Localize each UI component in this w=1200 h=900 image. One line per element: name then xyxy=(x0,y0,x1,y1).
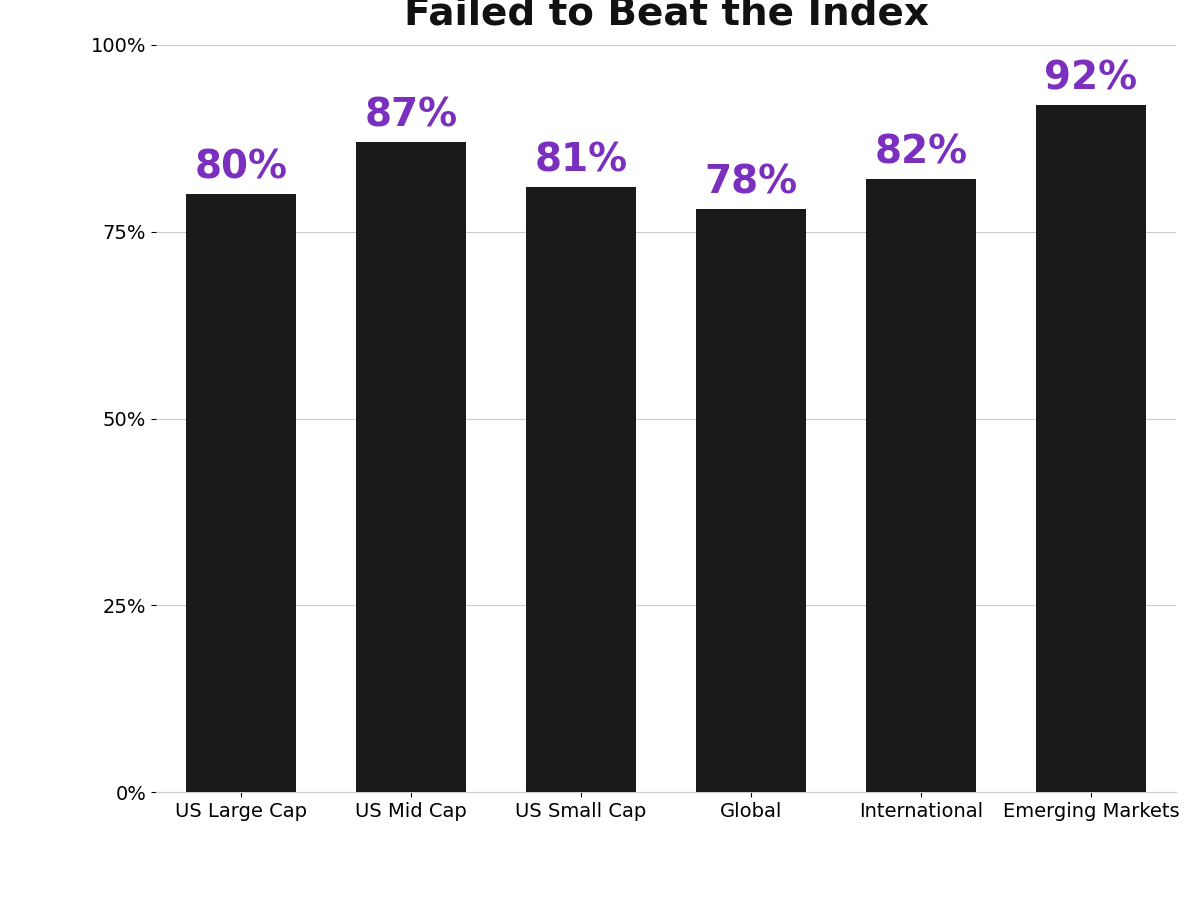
Text: 87%: 87% xyxy=(365,96,457,135)
Text: Equity Fund Category: Equity Fund Category xyxy=(388,857,692,880)
Title: Percentage of Active Public Equity Funds That
Failed to Beat the Index: Percentage of Active Public Equity Funds… xyxy=(160,0,1172,32)
Text: 78%: 78% xyxy=(704,164,798,202)
Bar xyxy=(355,142,467,792)
Bar xyxy=(1036,104,1146,792)
Text: 92%: 92% xyxy=(1044,59,1138,97)
Text: 82%: 82% xyxy=(875,134,967,172)
Bar xyxy=(186,194,296,792)
Bar xyxy=(865,179,977,792)
Text: MONEY WOMAN: MONEY WOMAN xyxy=(988,874,1124,888)
Bar xyxy=(526,187,636,792)
Text: 81%: 81% xyxy=(534,141,628,179)
Text: % of Active Funds that Failed to Outperform: % of Active Funds that Failed to Outperf… xyxy=(34,141,53,696)
Text: 80%: 80% xyxy=(194,148,288,187)
Bar xyxy=(696,210,806,792)
Text: THE MILLENNIAL: THE MILLENNIAL xyxy=(998,852,1114,866)
